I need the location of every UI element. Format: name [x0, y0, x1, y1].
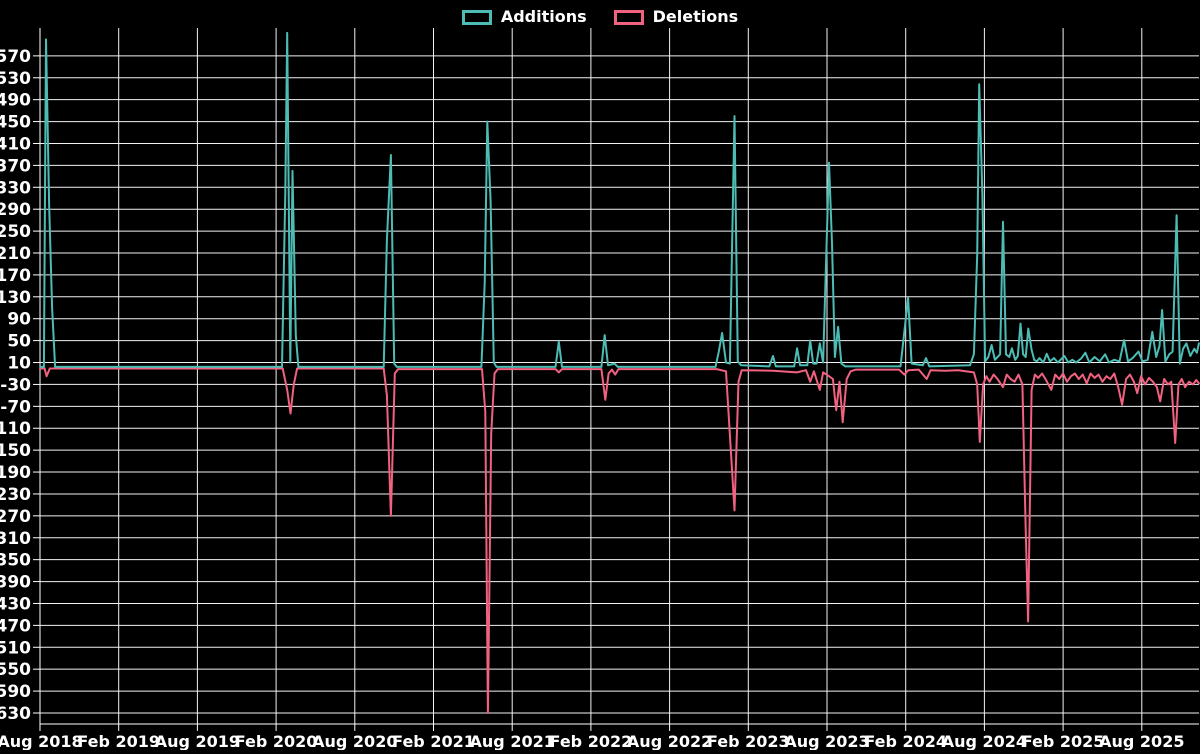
y-tick-labels: 5705304904504103703302902502101701309050… [0, 47, 31, 724]
axes [33, 28, 1199, 731]
y-tick-label: 410 [0, 134, 31, 154]
x-tick-label: Aug 2024 [942, 732, 1027, 750]
y-tick-label: 370 [0, 156, 31, 176]
y-tick-label: -150 [0, 441, 31, 461]
y-tick-label: -550 [0, 660, 31, 680]
y-tick-label: -430 [0, 594, 31, 614]
chart-legend: Additions Deletions [0, 7, 1200, 27]
legend-item-deletions[interactable]: Deletions [613, 7, 739, 27]
deletions-legend-label: Deletions [652, 7, 739, 26]
x-tick-label: Feb 2024 [864, 732, 947, 750]
y-tick-label: 130 [0, 288, 31, 308]
legend-item-additions[interactable]: Additions [461, 7, 587, 27]
y-tick-label: 250 [0, 222, 31, 242]
y-tick-label: 170 [0, 266, 31, 286]
y-tick-label: 530 [0, 69, 31, 89]
x-tick-label: Aug 2025 [1099, 732, 1184, 750]
x-tick-label: Feb 2023 [707, 732, 790, 750]
x-tick-label: Aug 2020 [312, 732, 397, 750]
additions-legend-swatch [461, 9, 492, 25]
y-tick-label: 10 [7, 354, 31, 374]
y-tick-label: 330 [0, 178, 31, 198]
y-tick-label: -270 [0, 507, 31, 527]
y-tick-label: 210 [0, 244, 31, 264]
x-tick-label: Feb 2020 [235, 732, 318, 750]
y-tick-label: 570 [0, 47, 31, 67]
y-tick-label: -190 [0, 463, 31, 483]
x-tick-label: Feb 2025 [1022, 732, 1105, 750]
x-tick-label: Aug 2019 [155, 732, 240, 750]
y-tick-label: -590 [0, 682, 31, 702]
y-tick-label: 290 [0, 200, 31, 220]
y-tick-label: -350 [0, 551, 31, 571]
y-tick-label: -110 [0, 419, 31, 439]
x-tick-label: Feb 2019 [77, 732, 160, 750]
y-tick-label: 450 [0, 113, 31, 133]
additions-legend-label: Additions [500, 7, 587, 26]
y-tick-label: -310 [0, 529, 31, 549]
y-tick-label: -230 [0, 485, 31, 505]
additions-line [39, 31, 1200, 368]
y-tick-label: -30 [0, 375, 31, 395]
y-tick-label: -70 [0, 397, 31, 417]
gridlines [39, 28, 1199, 724]
deletions-line [39, 367, 1200, 714]
x-tick-label: Aug 2023 [784, 732, 869, 750]
x-tick-label: Aug 2022 [627, 732, 712, 750]
x-tick-label: Feb 2022 [550, 732, 633, 750]
x-tick-label: Feb 2021 [392, 732, 475, 750]
x-tick-label: Aug 2021 [470, 732, 555, 750]
y-tick-label: 90 [7, 310, 31, 330]
y-tick-label: -510 [0, 638, 31, 658]
deletions-legend-swatch [613, 9, 644, 25]
y-tick-label: 490 [0, 91, 31, 111]
y-tick-label: -630 [0, 704, 31, 724]
y-tick-label: -470 [0, 616, 31, 636]
y-tick-label: 50 [7, 332, 31, 352]
y-tick-label: -390 [0, 573, 31, 593]
x-tick-label: Aug 2018 [0, 732, 83, 750]
